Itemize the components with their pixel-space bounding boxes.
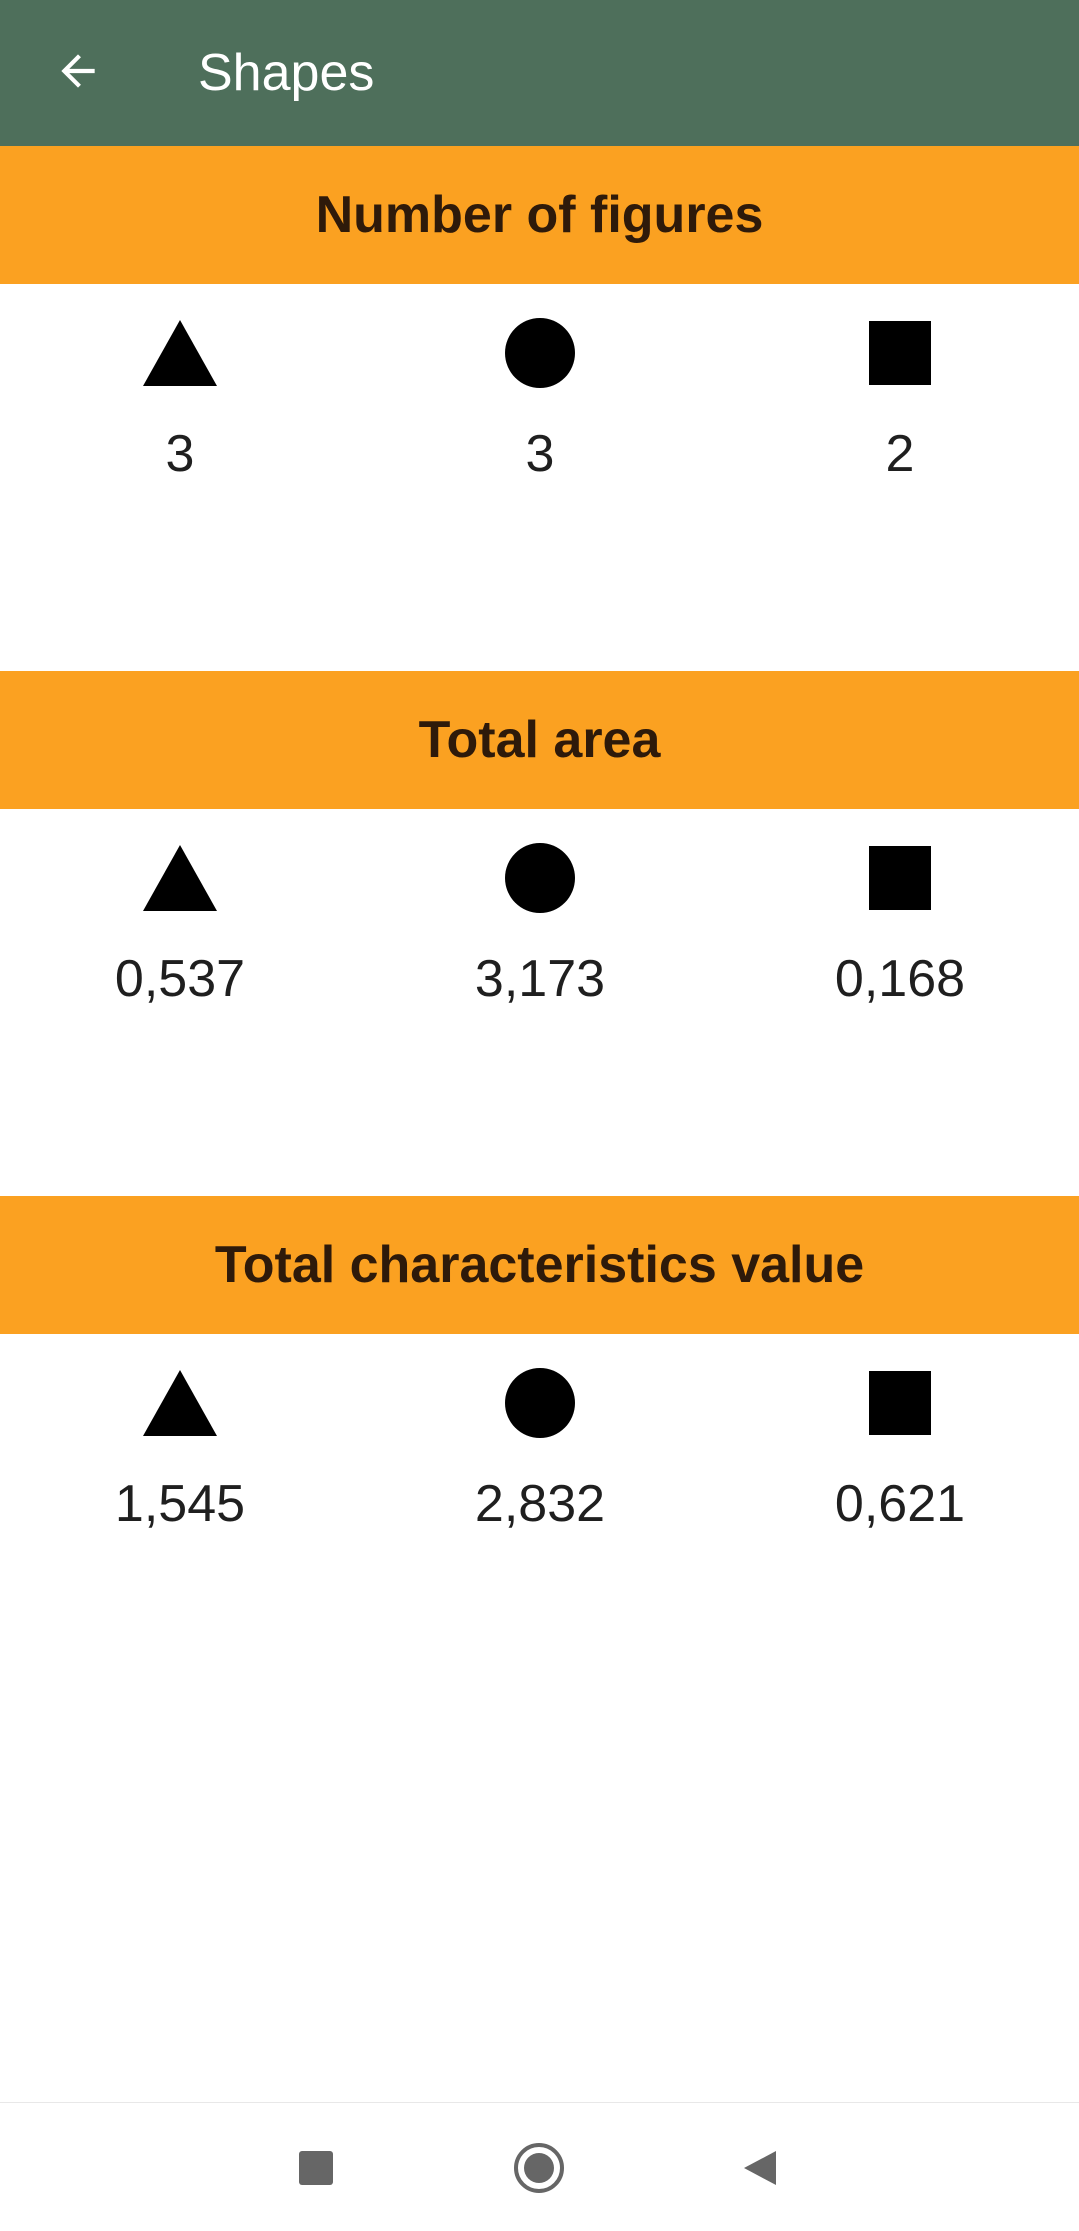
circle-icon	[505, 1368, 575, 1438]
page-title: Shapes	[198, 44, 375, 102]
shape-row-total-characteristics: 1,545 2,832 0,621	[0, 1334, 1079, 1574]
triangle-cell: 0,537	[30, 809, 330, 1049]
square-cell: 0,621	[750, 1334, 1050, 1574]
square-count: 2	[885, 425, 915, 483]
back-button[interactable]	[40, 33, 116, 109]
square-cell: 2	[750, 284, 1050, 524]
square-icon	[299, 2151, 333, 2185]
home-button[interactable]	[504, 2133, 574, 2203]
square-cell: 0,168	[750, 809, 1050, 1049]
section-title: Total area	[418, 711, 661, 769]
circle-count: 3	[525, 425, 555, 483]
triangle-count: 3	[165, 425, 195, 483]
circle-characteristics: 2,832	[474, 1475, 606, 1533]
circle-icon	[505, 318, 575, 388]
square-icon	[869, 846, 931, 910]
section-header-number-of-figures: Number of figures	[0, 146, 1079, 284]
shape-row-total-area: 0,537 3,173 0,168	[0, 809, 1079, 1049]
triangle-characteristics: 1,545	[114, 1475, 246, 1533]
circle-cell: 3	[390, 284, 690, 524]
triangle-icon	[143, 320, 217, 386]
circle-cell: 2,832	[390, 1334, 690, 1574]
triangle-icon	[143, 1370, 217, 1436]
triangle-cell: 1,545	[30, 1334, 330, 1574]
circle-area: 3,173	[474, 950, 606, 1008]
triangle-icon	[143, 845, 217, 911]
app-bar: Shapes	[0, 0, 1079, 146]
circle-icon	[505, 843, 575, 913]
section-title: Number of figures	[315, 186, 764, 244]
home-circle-icon	[514, 2143, 564, 2193]
system-nav-bar	[0, 2102, 1079, 2231]
triangle-back-icon	[744, 2151, 776, 2185]
circle-cell: 3,173	[390, 809, 690, 1049]
triangle-area: 0,537	[114, 950, 246, 1008]
arrow-left-icon	[61, 54, 95, 88]
square-characteristics: 0,621	[834, 1475, 966, 1533]
shape-row-number-of-figures: 3 3 2	[0, 284, 1079, 524]
section-title: Total characteristics value	[214, 1236, 865, 1294]
section-header-total-area: Total area	[0, 671, 1079, 809]
triangle-cell: 3	[30, 284, 330, 524]
square-icon	[869, 321, 931, 385]
square-area: 0,168	[834, 950, 966, 1008]
square-icon	[869, 1371, 931, 1435]
section-header-total-characteristics: Total characteristics value	[0, 1196, 1079, 1334]
recents-button[interactable]	[281, 2133, 351, 2203]
nav-back-button[interactable]	[725, 2133, 795, 2203]
